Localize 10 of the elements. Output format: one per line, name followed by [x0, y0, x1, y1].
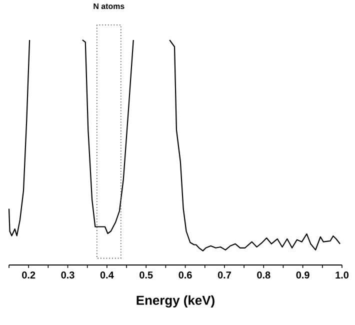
- x-tick-label: 0.9: [296, 272, 310, 279]
- x-tick-label: 0.4: [100, 272, 114, 279]
- x-tick-label: 1.0: [336, 272, 349, 279]
- x-axis-title: Energy (keV): [136, 295, 214, 308]
- x-tick-label: 0.7: [218, 272, 231, 279]
- x-tick-label: 0.5: [140, 272, 153, 279]
- x-tick-label: 0.3: [61, 272, 74, 279]
- x-tick-label: 0.6: [178, 272, 192, 279]
- x-tick-label: 0.8: [257, 272, 270, 279]
- x-tick-label: 0.2: [22, 272, 36, 279]
